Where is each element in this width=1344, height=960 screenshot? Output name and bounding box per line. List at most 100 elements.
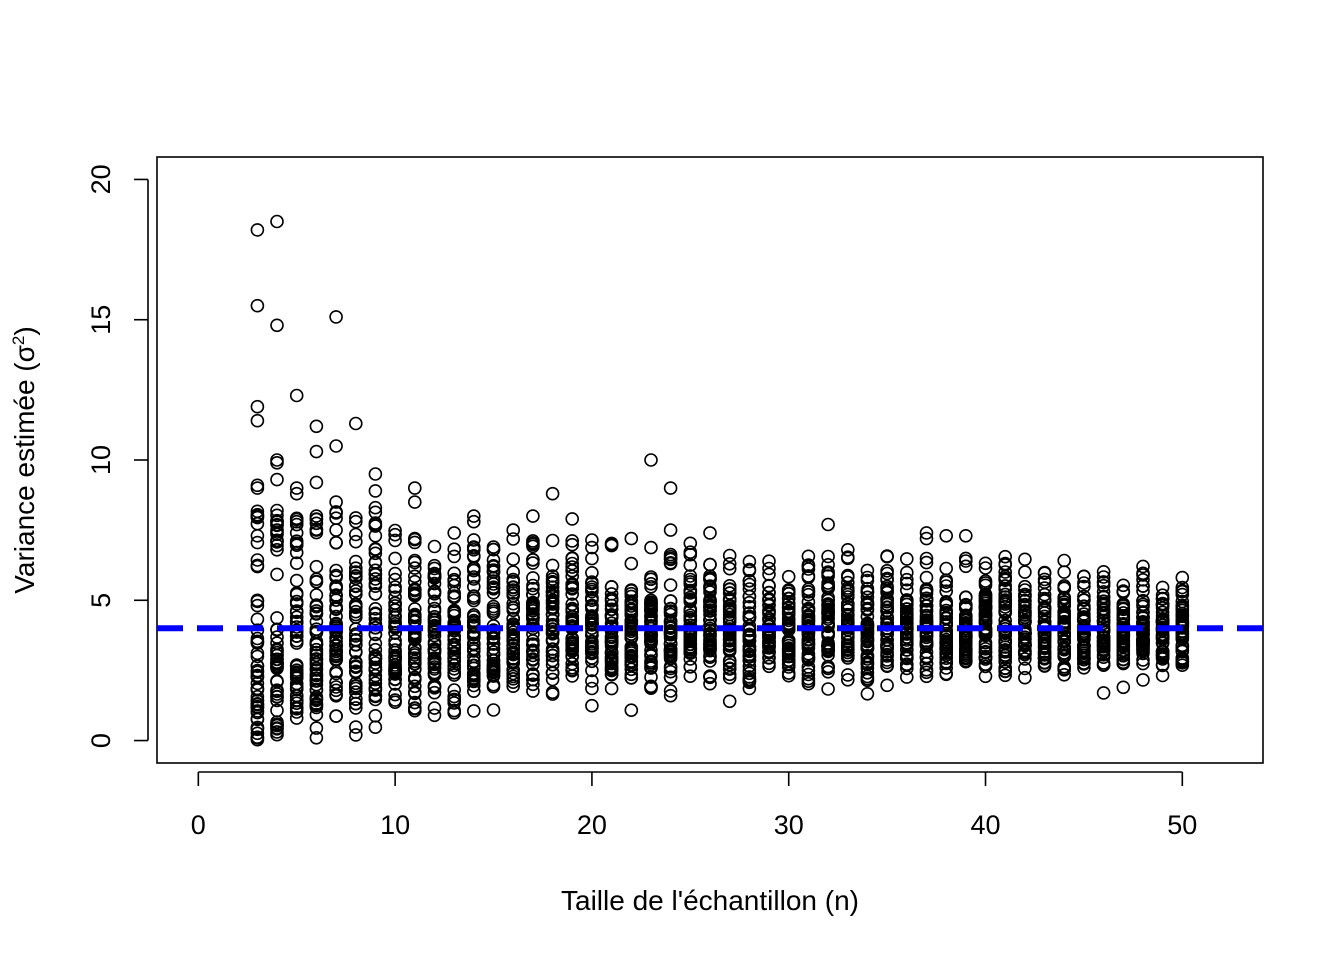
data-point — [388, 625, 402, 640]
data-point — [1018, 587, 1032, 602]
data-point — [368, 528, 383, 543]
data-point — [998, 600, 1013, 614]
data-point — [840, 642, 855, 657]
data-point — [348, 514, 363, 529]
data-point — [526, 597, 540, 611]
data-point — [407, 651, 422, 665]
data-point — [329, 680, 343, 694]
data-point — [466, 636, 481, 651]
data-point — [703, 669, 717, 683]
data-point — [250, 504, 265, 519]
data-point — [978, 669, 993, 684]
data-point — [978, 608, 993, 623]
data-point — [939, 561, 954, 576]
data-point — [1057, 565, 1071, 579]
data-point — [545, 569, 560, 583]
data-point — [466, 678, 481, 693]
data-point — [899, 606, 914, 621]
data-point — [545, 617, 560, 632]
data-point — [840, 648, 855, 663]
data-point — [486, 679, 501, 694]
data-point — [565, 612, 580, 626]
data-point — [368, 587, 383, 601]
data-point — [526, 607, 540, 621]
data-point — [644, 681, 658, 696]
data-point — [899, 597, 914, 612]
data-point — [1096, 585, 1111, 599]
data-point — [407, 561, 422, 575]
data-point — [1155, 596, 1170, 611]
data-point — [270, 508, 284, 523]
data-point — [565, 581, 580, 595]
data-point — [565, 537, 580, 552]
data-point — [1136, 597, 1150, 612]
data-point — [722, 561, 737, 576]
data-point — [388, 523, 402, 538]
data-point — [821, 549, 835, 564]
data-point — [545, 613, 560, 628]
data-point — [1155, 644, 1170, 659]
data-point — [250, 535, 265, 550]
data-point — [407, 701, 422, 715]
data-point — [486, 585, 501, 600]
data-point — [762, 591, 776, 606]
data-point — [427, 628, 442, 643]
data-point — [466, 658, 481, 673]
data-point — [348, 728, 363, 742]
data-point — [309, 700, 324, 715]
data-point — [1096, 642, 1111, 657]
data-point — [801, 636, 816, 651]
data-point — [1096, 686, 1111, 700]
data-point — [742, 639, 757, 654]
data-point — [703, 676, 717, 691]
data-point — [250, 223, 265, 237]
data-point — [801, 632, 816, 647]
data-point — [348, 645, 363, 660]
data-point — [545, 585, 560, 599]
x-tick-label: 20 — [577, 810, 607, 840]
data-point — [978, 615, 993, 629]
data-point — [978, 561, 993, 575]
data-point — [899, 661, 914, 676]
data-point — [683, 547, 698, 562]
data-point — [1155, 668, 1170, 683]
data-point — [781, 645, 796, 660]
data-point — [407, 569, 422, 584]
data-point — [1155, 605, 1170, 620]
data-point — [309, 606, 324, 621]
data-point — [998, 571, 1013, 586]
data-point — [1037, 641, 1052, 656]
data-point — [998, 579, 1013, 593]
data-point — [565, 512, 580, 526]
data-point — [486, 571, 501, 586]
data-point — [250, 665, 265, 680]
data-point — [821, 644, 835, 659]
data-point — [1175, 570, 1190, 585]
data-point — [978, 604, 993, 619]
data-point — [368, 649, 383, 664]
data-point — [585, 551, 599, 566]
data-point — [1057, 580, 1071, 595]
data-point — [781, 635, 796, 650]
data-point — [1037, 575, 1052, 590]
data-point — [309, 509, 324, 523]
data-point — [978, 645, 993, 660]
data-point — [250, 481, 265, 495]
data-point — [329, 563, 343, 578]
data-point — [270, 652, 284, 667]
data-point — [742, 562, 757, 577]
data-point — [348, 584, 363, 598]
data-point — [309, 691, 324, 706]
data-point — [781, 666, 796, 680]
data-point — [801, 584, 816, 599]
data-point — [289, 587, 304, 602]
data-point — [663, 664, 678, 679]
data-point — [447, 542, 462, 557]
data-point — [329, 642, 343, 657]
data-point — [1136, 559, 1150, 574]
data-point — [801, 674, 816, 689]
data-point — [486, 542, 501, 557]
data-point — [348, 534, 363, 549]
data-point — [466, 630, 481, 645]
data-point — [348, 565, 363, 580]
